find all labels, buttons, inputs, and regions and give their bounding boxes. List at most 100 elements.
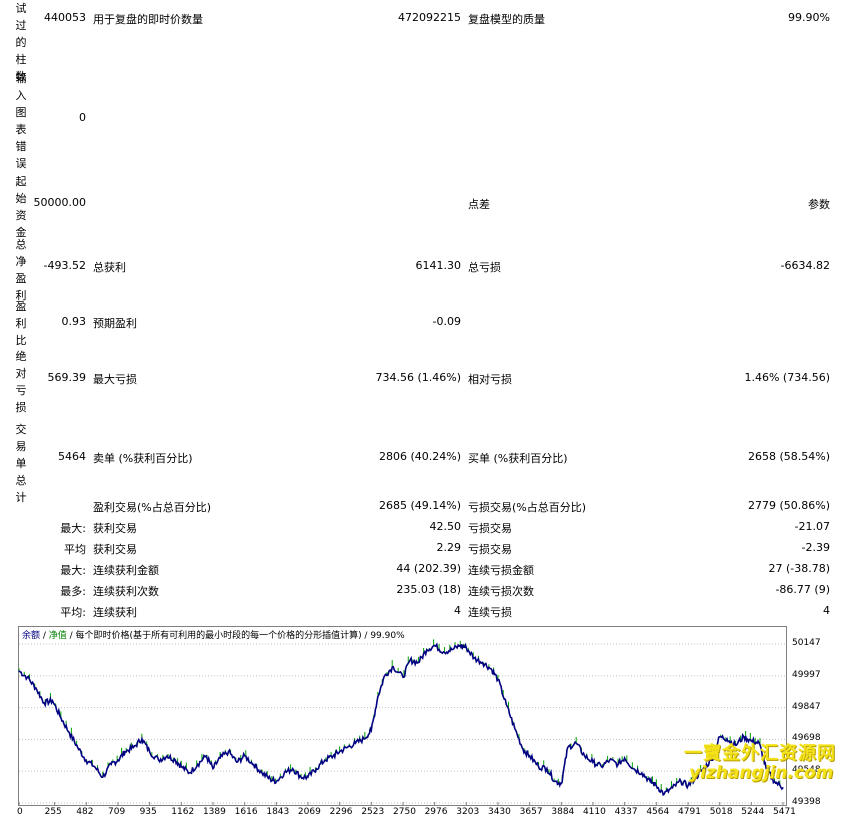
maxcons-wins-value: 44 (202.39)	[396, 562, 461, 575]
errors-value: 0	[79, 111, 86, 124]
absolute-drawdown-value: 569.39	[47, 371, 87, 384]
label-total-trades: 交易单总计	[15, 423, 27, 504]
legend-sep: /	[40, 631, 49, 641]
x-tick-label: 935	[139, 807, 157, 817]
label-net-profit: 总净盈利	[15, 238, 27, 302]
profit-trades-label: 盈利交易(%占总百分比)	[93, 501, 212, 514]
maxcons-prefix: 最大:	[60, 564, 86, 577]
max-drawdown-label: 最大亏损	[93, 373, 137, 386]
x-tick-label: 2296	[329, 807, 353, 817]
total-trades-value: 5464	[58, 450, 86, 463]
loss-trades-value: 2779 (50.86%)	[747, 499, 830, 512]
balance-chart	[18, 626, 787, 806]
avgcons-wins-label: 连续获利	[93, 606, 137, 619]
maxcons-wins-label: 连续获利金额	[93, 564, 159, 577]
average-prefix: 平均	[64, 543, 86, 556]
legend-equity: 净值	[48, 631, 67, 641]
watermark-url: yizhangjin.com	[689, 763, 834, 783]
relative-drawdown-value: 1.46% (734.56)	[744, 371, 830, 384]
average-profit-value: 2.29	[436, 541, 462, 554]
label-initial-deposit: 起始资金	[15, 175, 27, 239]
x-tick-label: 3203	[456, 807, 480, 817]
short-positions-label: 卖单 (%获利百分比)	[93, 452, 193, 465]
largest-loss-label: 亏损交易	[468, 522, 512, 535]
deposit-value: 50000.00	[33, 196, 87, 209]
x-tick-label: 1616	[234, 807, 258, 817]
avgcons-losses-value: 4	[823, 604, 830, 617]
spread-value: 参数	[808, 198, 830, 211]
x-tick-label: 3657	[519, 807, 543, 817]
expected-payoff-value: -0.09	[432, 315, 461, 328]
avgcons-wins-value: 4	[454, 604, 461, 617]
largest-profit-value: 42.50	[429, 520, 462, 533]
largest-prefix: 最大:	[60, 522, 86, 535]
largest-profit-label: 获利交易	[93, 522, 137, 535]
relative-drawdown-label: 相对亏损	[468, 373, 512, 386]
y-tick-label: 50147	[792, 638, 821, 648]
x-tick-label: 4110	[582, 807, 606, 817]
watermark-cn: 一寶金外汇资源网	[684, 743, 836, 764]
x-tick-label: 2750	[393, 807, 416, 817]
bars-value: 440053	[44, 11, 86, 24]
y-tick-label: 49548	[792, 765, 821, 776]
x-tick-label: 5471	[773, 807, 796, 817]
gross-loss-label: 总亏损	[468, 261, 501, 274]
x-tick-label: 255	[44, 807, 62, 817]
spread-label: 点差	[468, 198, 490, 211]
average-profit-label: 获利交易	[93, 543, 137, 556]
x-tick-label: 3430	[487, 807, 511, 817]
average-loss-label: 亏损交易	[468, 543, 512, 556]
short-positions-value: 2806 (40.24%)	[378, 450, 461, 463]
ticks-label: 用于复盘的即时价数量	[93, 13, 203, 26]
maxcons-losses-value: 27 (-38.78)	[768, 562, 830, 575]
y-tick-label: 49997	[792, 669, 821, 680]
chart-legend: 余额 / 净值 / 每个即时价格(基于所有可利用的最小时段的每一个价格的分形插值…	[22, 628, 405, 641]
x-tick-label: 1162	[171, 807, 195, 817]
x-tick-label: 1843	[266, 807, 290, 817]
long-positions-value: 2658 (58.54%)	[747, 450, 830, 463]
maxcons-losses-label: 连续亏损金额	[468, 564, 534, 577]
quality-value: 99.90%	[788, 11, 830, 24]
x-tick-label: 482	[76, 807, 94, 817]
x-tick-label: 3884	[551, 807, 575, 817]
average-loss-value: -2.39	[801, 541, 830, 554]
loss-trades-label: 亏损交易(%占总百分比)	[468, 501, 587, 514]
max-drawdown-value: 734.56 (1.46%)	[375, 371, 461, 384]
x-tick-label: 5244	[741, 807, 765, 817]
y-tick-label: 49847	[792, 701, 821, 712]
ticks-value: 472092215	[398, 11, 461, 24]
quality-label: 复盘模型的质量	[468, 13, 545, 26]
x-tick-label: 2069	[297, 807, 321, 817]
x-tick-label: 4564	[646, 807, 670, 817]
label-bars-tested: 试过的柱数	[15, 2, 27, 83]
maxconsp-wins-value: 235.03 (18)	[396, 583, 461, 596]
largest-loss-value: -21.07	[794, 520, 830, 533]
gross-loss-value: -6634.82	[780, 259, 830, 272]
avgcons-prefix: 平均:	[60, 606, 86, 619]
gross-profit-value: 6141.30	[415, 259, 462, 272]
maxconsp-prefix: 最多:	[60, 585, 86, 598]
maxconsp-losses-value: -86.77 (9)	[775, 583, 830, 596]
x-tick-label: 0	[17, 807, 23, 817]
legend-balance: 余额	[22, 631, 41, 641]
expected-payoff-label: 预期盈利	[93, 317, 137, 330]
x-tick-label: 5018	[709, 807, 733, 817]
x-tick-label: 1389	[202, 807, 226, 817]
long-positions-label: 买单 (%获利百分比)	[468, 452, 568, 465]
x-tick-label: 4791	[678, 807, 701, 817]
y-tick-label: 49698	[792, 733, 821, 744]
avgcons-losses-label: 连续亏损	[468, 606, 512, 619]
maxconsp-losses-label: 连续亏损次数	[468, 585, 534, 598]
legend-description: / 每个即时价格(基于所有可利用的最小时段的每一个价格的分形插值计算) / 99…	[66, 631, 405, 641]
label-absolute-drawdown: 绝对亏损	[15, 350, 27, 414]
net-profit-value: -493.52	[43, 259, 86, 272]
x-tick-label: 2523	[361, 807, 385, 817]
gross-profit-label: 总获利	[93, 261, 126, 274]
x-tick-label: 709	[108, 807, 126, 817]
label-profit-factor: 盈利比	[15, 300, 27, 347]
maxconsp-wins-label: 连续获利次数	[93, 585, 159, 598]
label-chart-errors: 输入图表错误	[15, 72, 27, 170]
profit-factor-value: 0.93	[61, 315, 87, 328]
x-tick-label: 2976	[424, 807, 448, 817]
x-tick-label: 4337	[614, 807, 638, 817]
